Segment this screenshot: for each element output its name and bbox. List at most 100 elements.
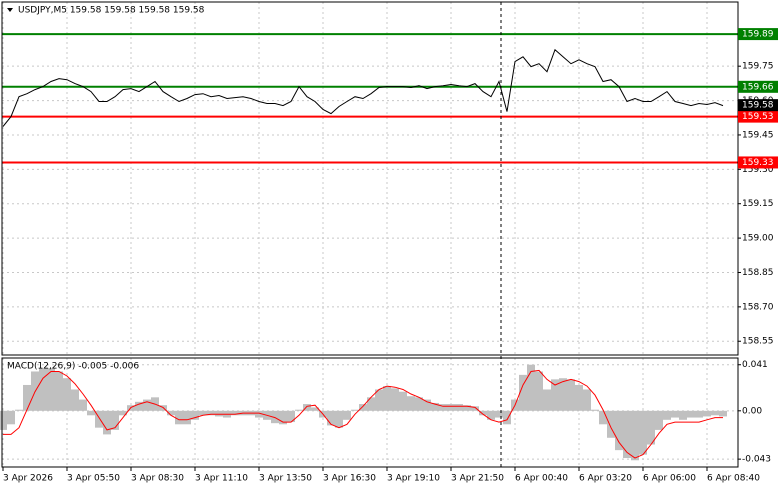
y-tick-label: 158.85 <box>742 268 774 278</box>
menu-icon <box>7 8 13 12</box>
macd-bar <box>207 410 215 416</box>
y-tick-label: 158.70 <box>742 302 774 312</box>
macd-bar <box>663 410 671 420</box>
macd-bar <box>599 410 607 425</box>
last-price-label: 159.58 <box>742 101 774 111</box>
main-frame <box>1 1 739 356</box>
x-tick-label: 3 Apr 05:50 <box>67 474 120 484</box>
macd-bar <box>231 410 239 416</box>
x-tick-label: 3 Apr 11:10 <box>195 474 248 484</box>
macd-bar <box>327 410 335 426</box>
macd-bar <box>87 410 95 416</box>
y-tick-label: 159.75 <box>742 62 774 72</box>
macd-bar <box>567 379 575 411</box>
macd-bar <box>559 378 567 411</box>
macd-bar <box>623 410 631 459</box>
price-line <box>2 48 724 127</box>
macd-bar <box>343 410 351 420</box>
chart-title: USDJPY,M5 159.58 159.58 159.58 159.58 <box>18 6 205 16</box>
macd-bar <box>303 404 311 411</box>
macd-bar <box>383 386 391 411</box>
label-layer: 158.55 158.70 158.85 159.00 159.15 159.30 159.… <box>2 28 778 484</box>
macd-bar <box>679 410 687 420</box>
macd-bar <box>551 379 559 411</box>
macd-bar <box>39 368 47 411</box>
macd-bar <box>111 410 119 430</box>
macd-bar <box>167 410 175 416</box>
macd-bar <box>311 407 319 411</box>
macd-bar <box>671 410 679 418</box>
macd-bar <box>543 389 551 411</box>
macd-bar <box>535 371 543 411</box>
macd-bar <box>63 378 71 411</box>
macd-bar <box>519 374 527 411</box>
macd-bar <box>47 368 55 411</box>
macd-bar <box>423 399 431 411</box>
x-tick-label: 3 Apr 13:50 <box>259 474 312 484</box>
macd-bar <box>439 404 447 411</box>
macd-bar <box>183 410 191 425</box>
macd-bar <box>215 410 223 417</box>
macd-bar <box>79 399 87 411</box>
x-tick-label: 3 Apr 08:30 <box>131 474 184 484</box>
macd-bar <box>95 410 103 428</box>
macd-bar <box>135 401 143 411</box>
macd-bar <box>631 410 639 461</box>
macd-bar <box>719 410 727 417</box>
x-tick-label: 6 Apr 03:20 <box>579 474 632 484</box>
x-tick-label: 6 Apr 00:40 <box>515 474 568 484</box>
macd-bar <box>375 389 383 411</box>
macd-bar <box>407 396 415 411</box>
macd-bar <box>615 410 623 451</box>
y-tick-label: 158.55 <box>742 337 774 347</box>
level-label-bg <box>738 156 778 169</box>
macd-bar <box>503 410 511 425</box>
y-tick-label: 159.15 <box>742 199 774 209</box>
macd-bar <box>447 404 455 411</box>
x-tick-label: 6 Apr 06:00 <box>643 474 696 484</box>
macd-bar <box>279 410 287 425</box>
macd-bar <box>463 405 471 411</box>
macd-bar <box>191 410 199 420</box>
macd-bar <box>575 384 583 411</box>
y-tick-label: 159.00 <box>742 234 774 244</box>
macd-bar <box>687 410 695 418</box>
macd-bar <box>71 389 79 411</box>
level-label-bg <box>738 28 778 41</box>
macd-bar <box>55 371 63 411</box>
y-tick-label: -0.043 <box>742 455 771 465</box>
level-label: 159.66 <box>742 82 774 92</box>
macd-bar <box>143 399 151 411</box>
macd-bar <box>479 410 487 416</box>
macd-bar <box>391 388 399 411</box>
y-tick-label: 159.45 <box>742 130 774 140</box>
macd-bar <box>583 389 591 411</box>
macd-bar <box>399 391 407 411</box>
x-tick-label: 3 Apr 16:30 <box>323 474 376 484</box>
macd-bar <box>0 410 7 430</box>
macd-bar <box>431 402 439 411</box>
y-tick-label: 0.00 <box>742 406 762 416</box>
level-label: 159.89 <box>742 30 774 40</box>
macd-bar <box>255 410 263 418</box>
macd-bar <box>527 364 535 411</box>
macd-bar <box>15 409 23 411</box>
x-tick-label: 3 Apr 19:10 <box>387 474 440 484</box>
macd-frame <box>1 357 739 468</box>
macd-bar <box>607 410 615 438</box>
macd-bar <box>711 410 719 416</box>
x-tick-label: 6 Apr 08:40 <box>707 474 760 484</box>
macd-bar <box>415 397 423 411</box>
macd-bar <box>487 410 495 420</box>
level-label-bg <box>738 110 778 123</box>
macd-bar <box>695 410 703 418</box>
last-price-label-bg <box>738 99 778 112</box>
y-tick-label: 0.041 <box>742 360 768 370</box>
macd-bar <box>351 409 359 411</box>
macd-bar <box>367 397 375 411</box>
macd-bar <box>103 410 111 435</box>
macd-bar <box>7 410 15 425</box>
y-tick-label: 159.30 <box>742 165 774 175</box>
macd-bar <box>655 410 663 430</box>
